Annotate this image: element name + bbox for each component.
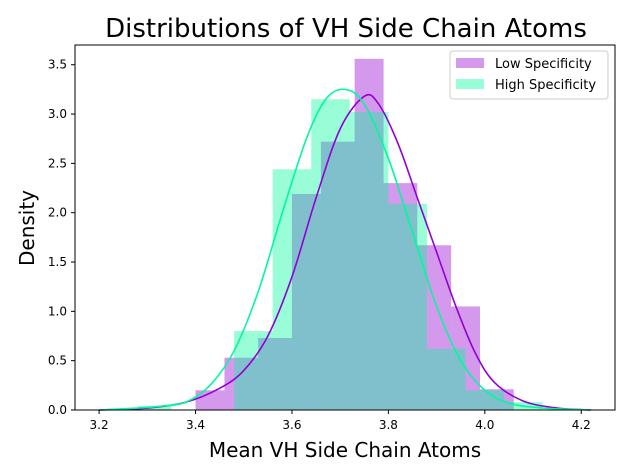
x-axis: 3.2 3.4 3.6 3.8 4.0 4.2 (90, 410, 591, 432)
x-tick-label: 4.0 (475, 418, 494, 432)
histogram-bar (272, 169, 312, 410)
legend-box (449, 50, 609, 100)
legend-swatch-low (456, 58, 484, 68)
kde-line-low-specificity (99, 93, 591, 411)
x-axis-title: Mean VH Side Chain Atoms (209, 438, 481, 462)
x-tick-label: 4.2 (572, 418, 591, 432)
plot-area (99, 58, 591, 411)
y-tick-label: 1.0 (48, 304, 67, 318)
histogram-bar (451, 306, 480, 410)
y-tick-label: 2.0 (48, 206, 67, 220)
histogram-bar (354, 58, 384, 410)
x-tick-label: 3.2 (90, 418, 109, 432)
y-tick-label: 1.5 (48, 255, 67, 269)
legend-swatch-high (456, 79, 484, 89)
y-tick-label: 2.5 (48, 156, 67, 170)
y-tick-label: 0.5 (48, 354, 67, 368)
legend-label-low: Low Specificity (495, 57, 592, 72)
bars-low-specificity (195, 58, 514, 411)
plot-frame (74, 44, 616, 411)
x-tick-label: 3.6 (282, 418, 301, 432)
histogram-bar (320, 141, 355, 411)
y-tick-label: 0.0 (48, 403, 67, 417)
histogram-bar (388, 203, 427, 410)
histogram-bar (224, 357, 259, 410)
histogram-bar (349, 112, 389, 410)
histogram-bar (383, 183, 418, 410)
y-tick-label: 3.0 (48, 107, 67, 121)
histogram-bar (195, 390, 225, 410)
histogram-bar (480, 389, 514, 410)
kde-line-high-specificity (99, 88, 591, 411)
histogram-bar (258, 337, 292, 410)
y-axis: 0.0 0.5 1.0 1.5 2.0 2.5 3.0 3.5 (48, 58, 75, 417)
legend-label-high: High Specificity (495, 78, 596, 93)
chart-title: Distributions of VH Side Chain Atoms (105, 14, 587, 44)
histogram-bar (234, 331, 273, 410)
legend: Low Specificity High Specificity (449, 50, 609, 100)
x-tick-label: 3.8 (379, 418, 398, 432)
histogram-bar (311, 99, 350, 410)
bars-high-specificity (137, 99, 543, 410)
y-tick-label: 3.5 (48, 58, 67, 72)
histogram-bar (465, 390, 505, 410)
y-axis-title: Density (15, 190, 39, 266)
x-tick-label: 3.4 (186, 418, 205, 432)
